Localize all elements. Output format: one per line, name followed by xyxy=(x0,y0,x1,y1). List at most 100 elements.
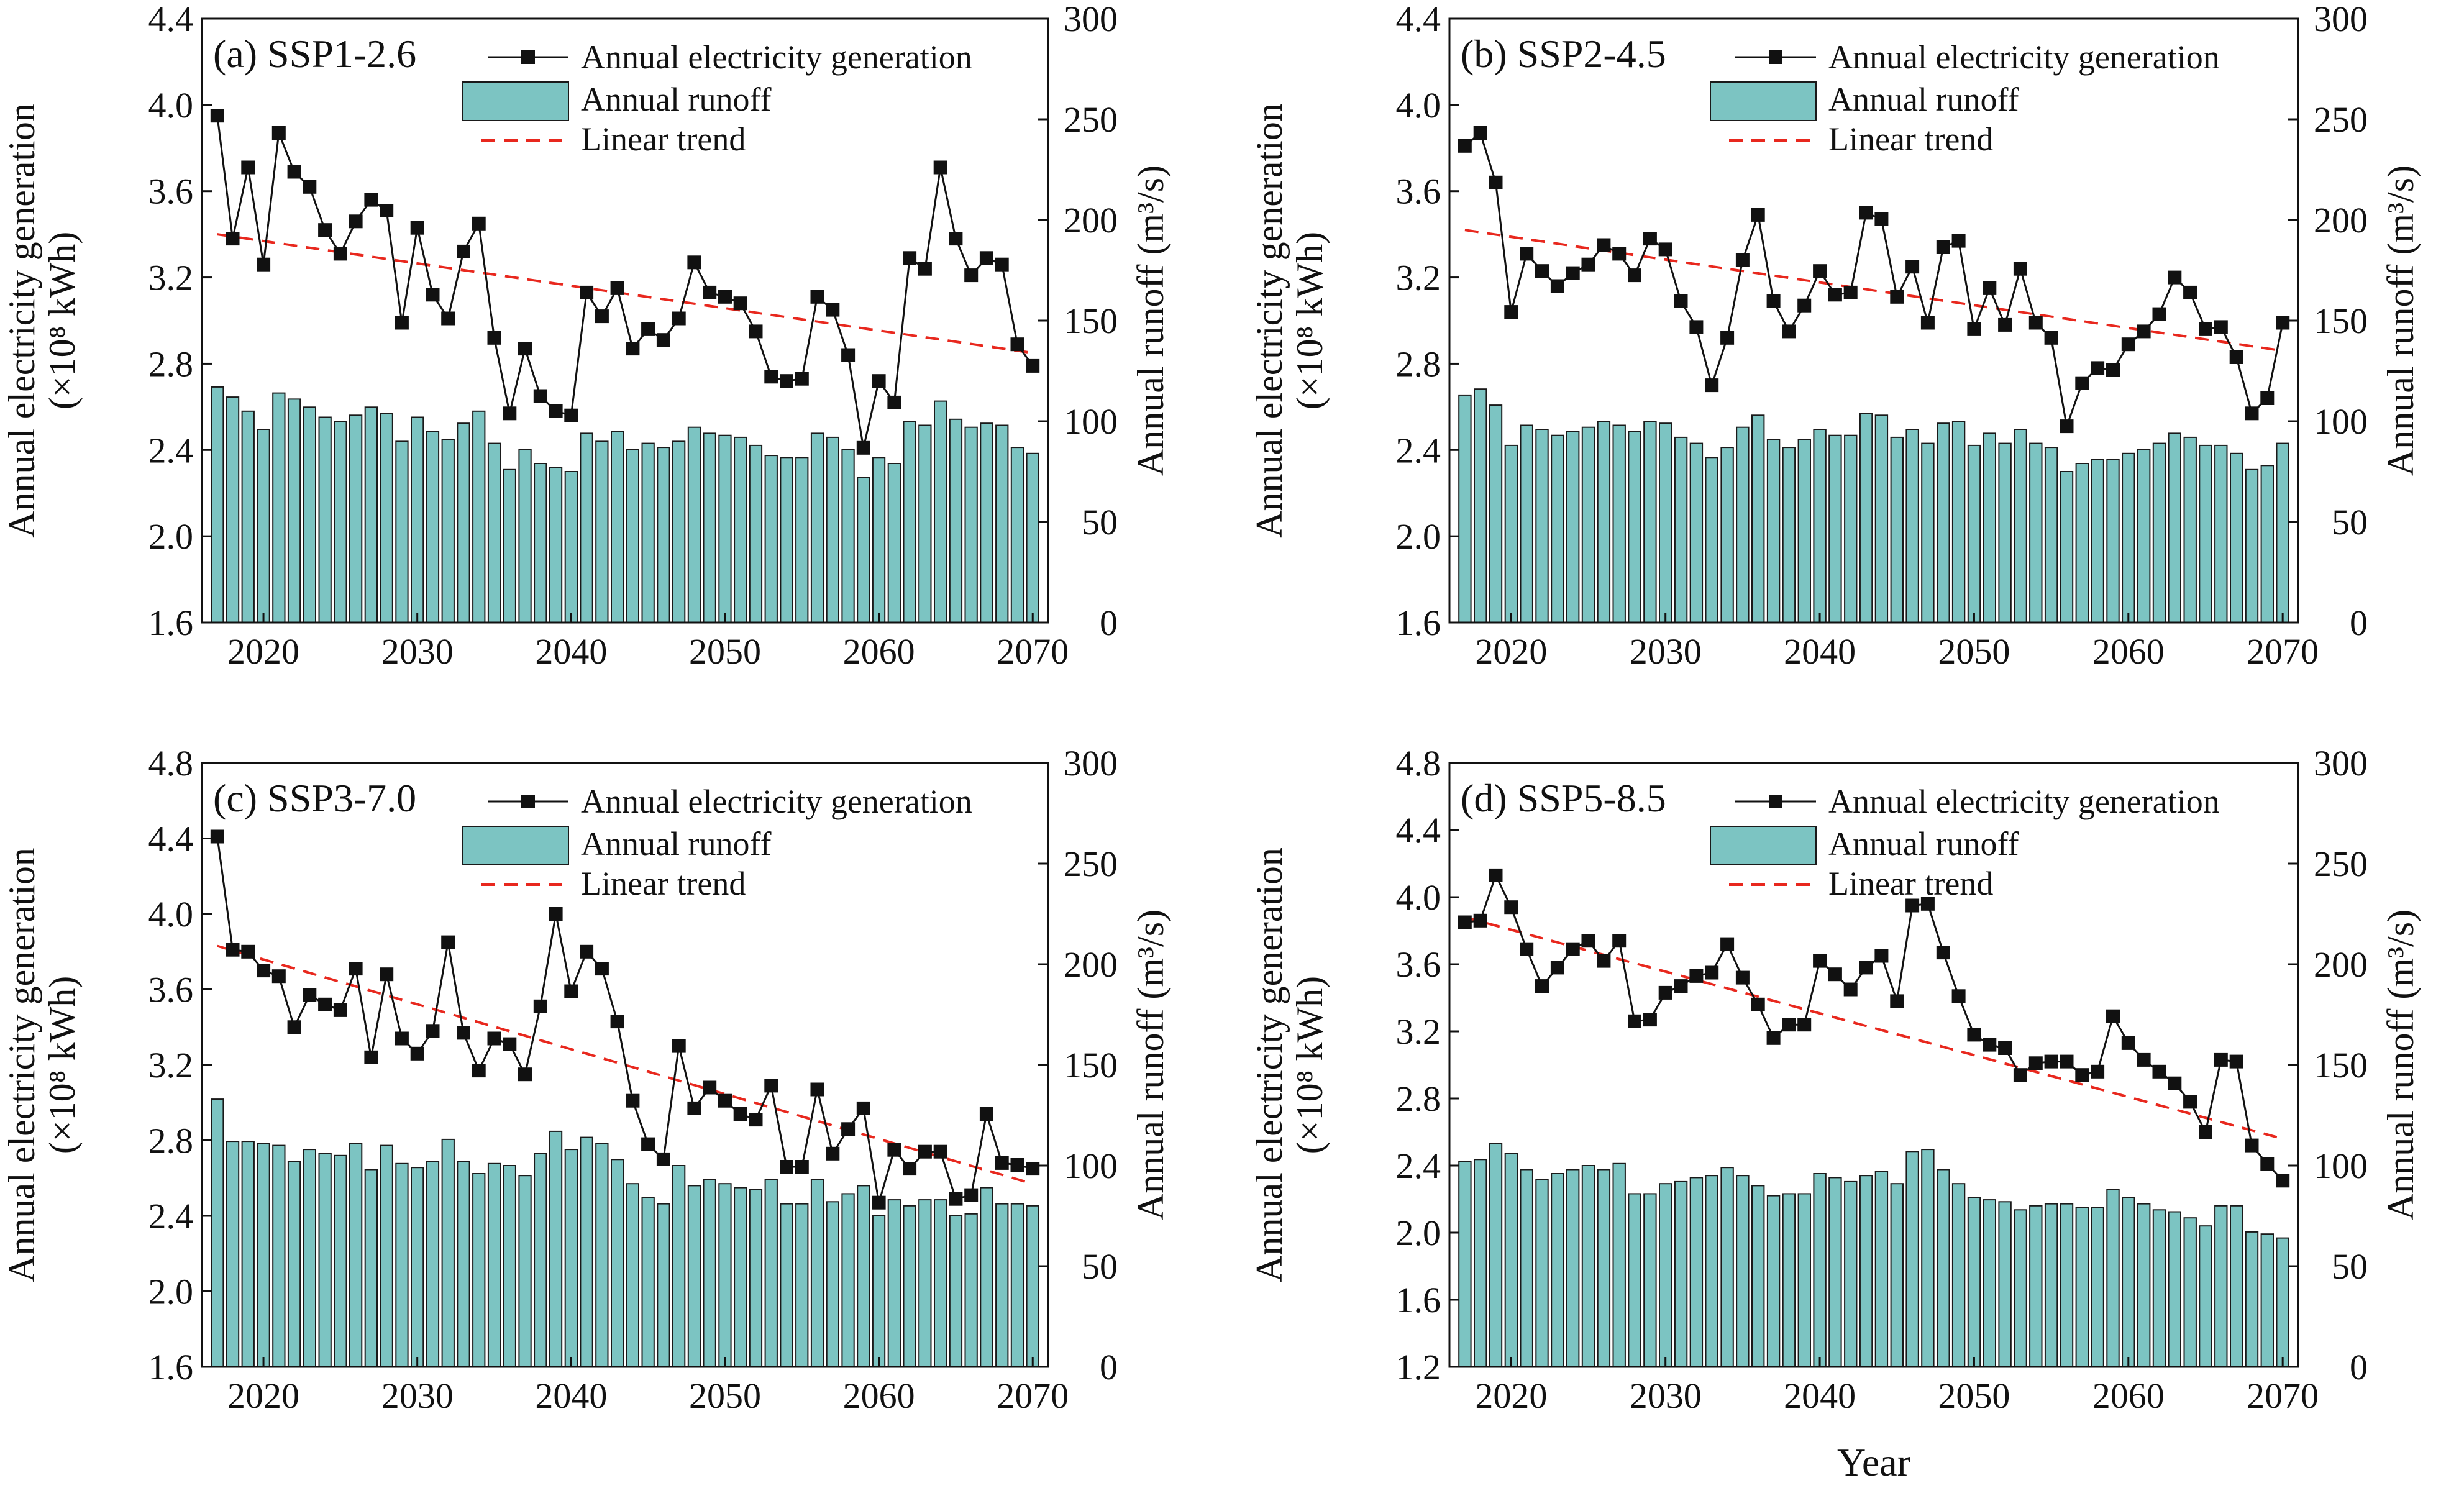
electricity-point xyxy=(1581,934,1595,948)
electricity-point xyxy=(487,1031,501,1046)
electricity-point xyxy=(2152,307,2166,321)
runoff-bar xyxy=(903,1205,916,1368)
runoff-bar xyxy=(1921,442,1935,623)
electricity-point xyxy=(1628,268,1641,283)
runoff-bar xyxy=(2106,1189,2120,1368)
linear-trend-line xyxy=(217,233,1033,355)
runoff-bar xyxy=(810,432,824,624)
panel-title: (b) SSP2-4.5 xyxy=(1461,32,1666,76)
y-left-axis-title-line2: (×10⁸ kWh) xyxy=(1289,976,1330,1154)
runoff-bar xyxy=(226,1141,240,1367)
electricity-point xyxy=(2168,1076,2182,1090)
legend: Annual electricity generation Annual runo… xyxy=(1710,39,2220,158)
electricity-point xyxy=(1828,967,1842,982)
electricity-point xyxy=(1843,285,1858,299)
electricity-point xyxy=(1689,320,1704,334)
electricity-point xyxy=(918,1144,932,1159)
electricity-point xyxy=(1983,1038,1997,1052)
y-right-tick-label: 50 xyxy=(1082,1246,1118,1287)
electricity-point xyxy=(2013,262,2027,276)
electricity-point xyxy=(810,1082,824,1097)
electricity-point xyxy=(349,214,363,229)
runoff-bar xyxy=(626,449,640,624)
y-left-tick-label: 2.0 xyxy=(148,516,194,557)
y-right-tick-label: 300 xyxy=(2314,0,2368,39)
electricity-point xyxy=(887,1143,901,1157)
electricity-point xyxy=(1813,954,1827,968)
electricity-point xyxy=(1628,1014,1641,1028)
runoff-bar xyxy=(518,1175,532,1367)
electricity-point xyxy=(549,907,563,921)
y-left-tick-label: 2.0 xyxy=(148,1272,194,1312)
legend-label-runoff: Annual runoff xyxy=(581,81,771,118)
runoff-bar xyxy=(964,426,978,623)
electricity-point xyxy=(210,829,224,844)
legend-label-trend: Linear trend xyxy=(1828,121,1993,158)
electricity-point xyxy=(441,935,455,949)
electricity-point xyxy=(1658,242,1672,257)
runoff-bar xyxy=(1828,1177,1842,1368)
x-tick-label: 2060 xyxy=(843,631,915,672)
runoff-bar xyxy=(672,1165,686,1367)
electricity-point xyxy=(1489,175,1503,189)
legend-label-runoff: Annual runoff xyxy=(1828,825,2019,862)
runoff-bar xyxy=(1937,422,1950,623)
electricity-point xyxy=(503,1037,517,1051)
runoff-bar xyxy=(364,406,378,623)
electricity-point xyxy=(1751,208,1765,222)
electricity-point xyxy=(457,244,470,258)
y-left-axis-title-line2: (×10⁸ kWh) xyxy=(42,976,83,1154)
electricity-point xyxy=(1905,260,1920,274)
y-left-axis-title-line1: Annual electricity generation xyxy=(1,103,42,538)
runoff-bar xyxy=(780,1203,793,1367)
electricity-point xyxy=(1782,324,1796,339)
electricity-point xyxy=(718,1093,732,1108)
electricity-point xyxy=(595,309,609,324)
runoff-bar xyxy=(1566,1169,1580,1367)
runoff-bar xyxy=(1967,444,1981,624)
electricity-point xyxy=(1705,965,1719,980)
electricity-point xyxy=(1720,331,1735,345)
electricity-point xyxy=(318,997,332,1011)
runoff-bar xyxy=(595,440,609,624)
runoff-bar xyxy=(1520,424,1533,623)
runoff-bar xyxy=(2214,1205,2228,1368)
electricity-point xyxy=(856,440,870,455)
electricity-point xyxy=(964,1188,979,1202)
electricity-point xyxy=(1550,279,1564,293)
linear-trend-line xyxy=(217,944,1033,1185)
y-right-tick-label: 150 xyxy=(1064,301,1118,341)
electricity-point xyxy=(257,257,271,272)
runoff-bar xyxy=(1844,434,1858,623)
y-right-tick-label: 100 xyxy=(1064,401,1118,442)
runoff-bar xyxy=(1474,388,1487,623)
runoff-bar xyxy=(764,1179,778,1367)
y-left-tick-label: 4.0 xyxy=(148,85,194,126)
runoff-bar xyxy=(2230,452,2243,623)
linear-trend-line xyxy=(1464,229,2283,352)
runoff-bar xyxy=(2075,1207,2089,1367)
runoff-bar xyxy=(334,421,347,623)
electricity-point xyxy=(410,1046,424,1061)
runoff-bar xyxy=(1874,1171,1889,1367)
electricity-point xyxy=(1828,288,1842,302)
runoff-bar xyxy=(2183,436,2197,624)
electricity-point xyxy=(1890,290,1904,304)
x-tick-label: 2070 xyxy=(997,631,1069,672)
runoff-bar xyxy=(1874,414,1889,623)
y-right-tick-label: 200 xyxy=(2314,944,2368,985)
chart-panel-c: 2020 2030 2040 2050 2060 2070 1.6 2.0 2.4 2.8 3.2 3… xyxy=(1,743,1171,1416)
runoff-bar xyxy=(2137,449,2151,624)
electricity-point xyxy=(287,165,301,179)
runoff-bar xyxy=(1983,432,1997,624)
y-left-tick-label: 2.0 xyxy=(1396,1213,1441,1253)
runoff-bar xyxy=(1736,1175,1750,1367)
x-tick-label: 2060 xyxy=(2092,1376,2165,1416)
runoff-bar xyxy=(780,457,793,623)
electricity-point xyxy=(610,281,624,295)
runoff-bar xyxy=(318,416,332,623)
electricity-point xyxy=(241,160,255,175)
x-tick-label: 2060 xyxy=(843,1376,915,1416)
panel-title: (c) SSP3-7.0 xyxy=(213,776,416,820)
runoff-bar xyxy=(272,392,286,623)
